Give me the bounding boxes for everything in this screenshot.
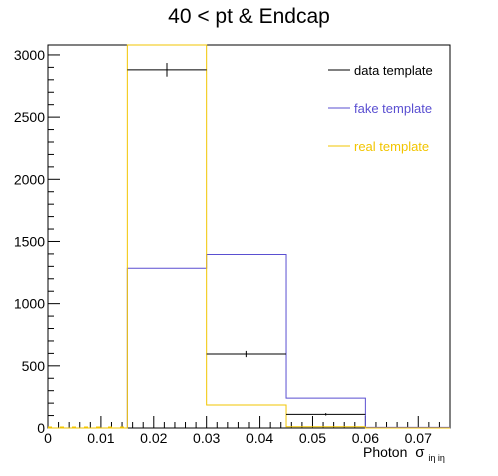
x-axis-label: Photon σ iη iη — [363, 444, 445, 463]
x-axis-label-subscript: iη iη — [428, 453, 445, 463]
chart-title: 40 < pt & Endcap — [168, 5, 330, 28]
legend-label-fake-template: fake template — [354, 101, 432, 116]
y-tick-label: 1000 — [14, 296, 45, 312]
y-tick-label: 0 — [37, 420, 45, 436]
x-axis-label-symbol: σ — [415, 444, 425, 461]
x-tick-label: 0.06 — [352, 430, 379, 446]
x-tick-label: 0.03 — [193, 430, 220, 446]
x-tick-label: 0 — [44, 430, 52, 446]
legend-label-real-template: real template — [354, 139, 429, 154]
plot-area: 0 0.01 0.02 0.03 0.04 0.05 0.06 0.07 0 500 1000 150… — [14, 44, 451, 446]
legend: data template fake template real template — [328, 63, 433, 154]
y-tick-label: 2000 — [14, 171, 45, 187]
y-tick-label: 2500 — [14, 109, 45, 125]
y-tick-label: 500 — [22, 358, 46, 374]
fake-template-step-line — [48, 254, 450, 429]
x-tick-label: 0.05 — [299, 430, 326, 446]
x-axis-label-text: Photon — [363, 444, 407, 460]
legend-label-data-template: data template — [354, 63, 433, 78]
real-template-step-line — [48, 44, 450, 429]
x-tick-label: 0.04 — [246, 430, 273, 446]
y-tick-label: 3000 — [14, 47, 45, 63]
y-tick-label: 1500 — [14, 233, 45, 249]
x-tick-label: 0.07 — [405, 430, 432, 446]
x-tick-label: 0.01 — [87, 430, 114, 446]
x-tick-label: 0.02 — [140, 430, 167, 446]
